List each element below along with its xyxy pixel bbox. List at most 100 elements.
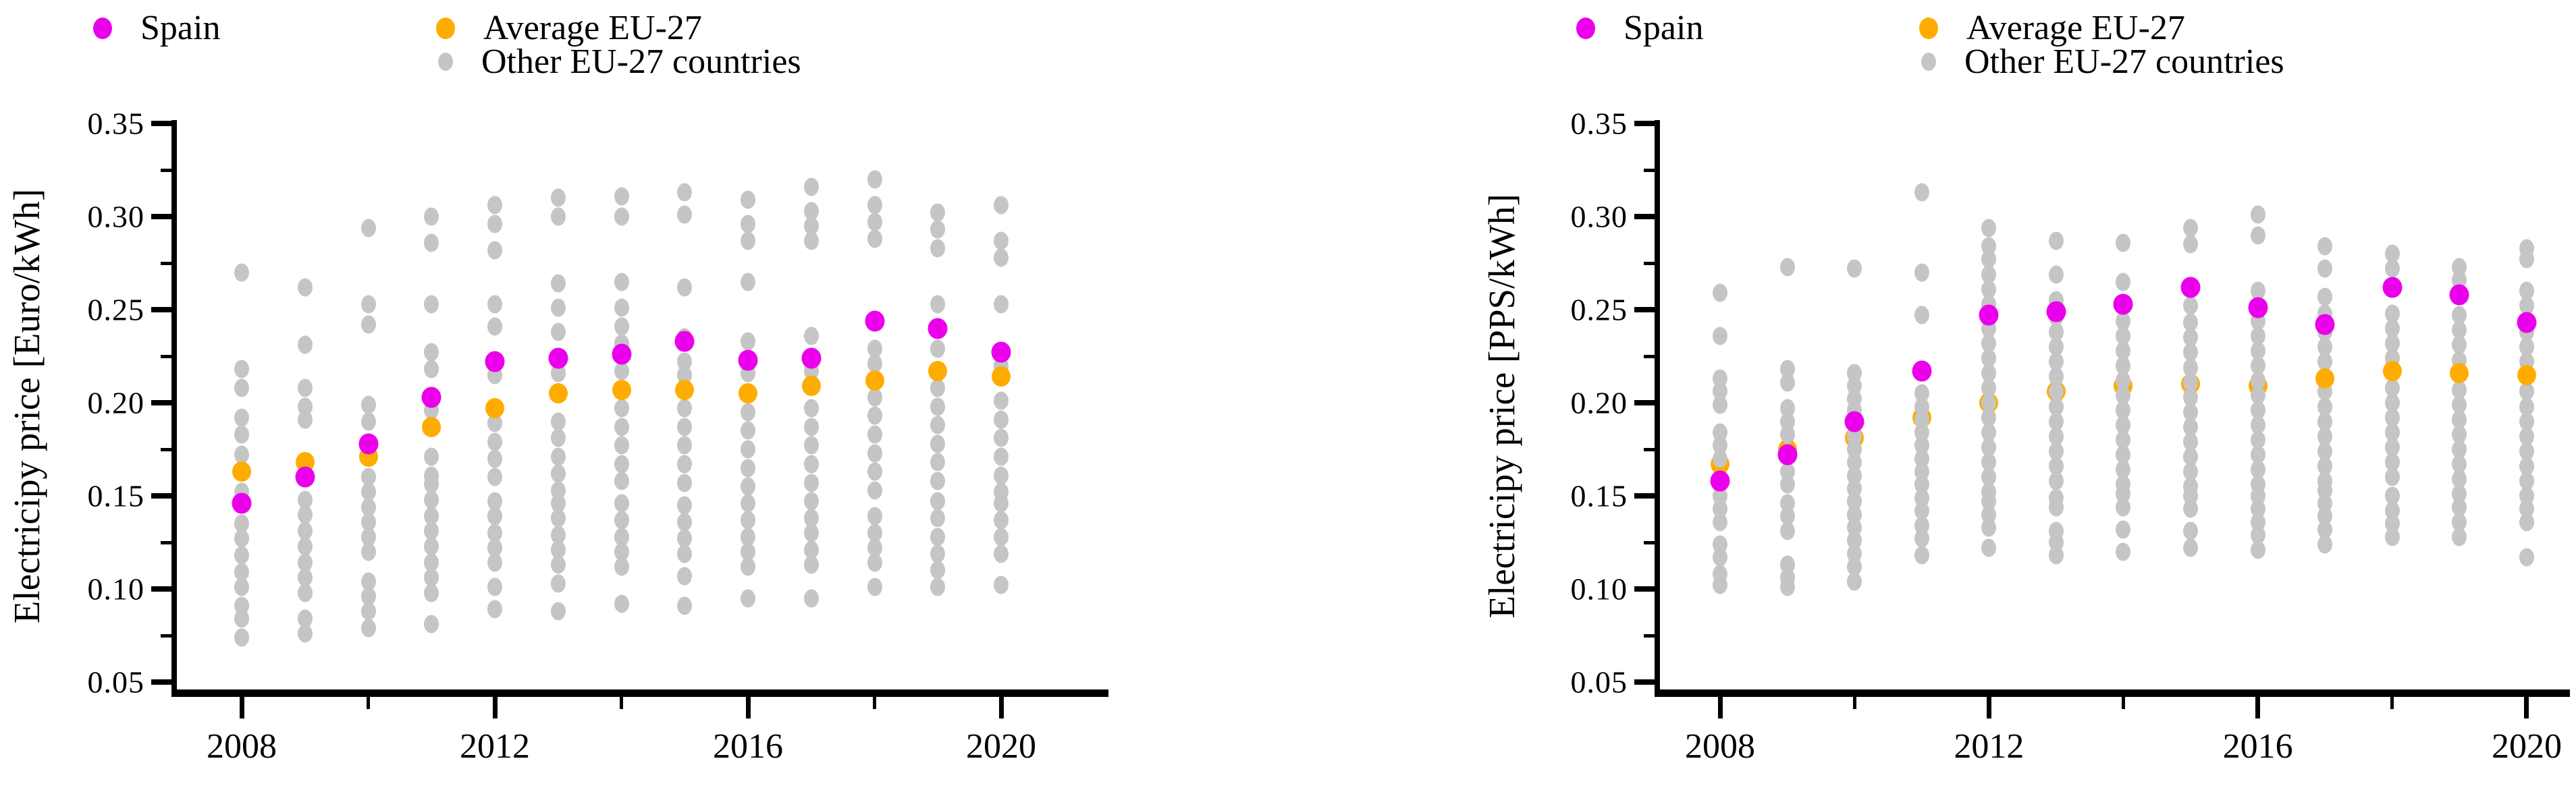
other-country-point xyxy=(234,263,249,282)
other-country-point xyxy=(1779,475,1795,494)
other-country-point xyxy=(424,568,439,587)
spain-point xyxy=(1912,360,1932,382)
other-country-point xyxy=(1779,507,1795,526)
other-country-point xyxy=(930,544,946,563)
other-country-point xyxy=(2452,410,2467,429)
spain-marker-icon xyxy=(1576,17,1595,39)
legend-item-spain: Spain xyxy=(1576,8,1703,48)
other-country-point xyxy=(2250,205,2265,224)
other-country-point xyxy=(550,574,566,593)
other-country-point xyxy=(2519,337,2534,356)
other-country-point xyxy=(677,596,693,615)
other-country-point xyxy=(741,215,755,233)
other-country-point xyxy=(360,468,376,486)
other-country-point xyxy=(550,207,566,226)
other-country-point xyxy=(550,188,566,207)
other-country-point xyxy=(360,602,376,621)
x-minor-tick xyxy=(367,697,370,709)
other-country-point xyxy=(930,528,946,546)
other-country-point xyxy=(2183,432,2199,451)
other-country-point xyxy=(1981,438,1997,457)
other-country-point xyxy=(930,339,946,358)
other-country-point xyxy=(234,360,249,378)
other-country-point xyxy=(741,440,755,459)
other-country-point xyxy=(930,472,946,490)
other-country-point xyxy=(297,584,313,602)
other-country-point xyxy=(234,425,249,444)
average-eu27-point xyxy=(612,379,631,400)
y-major-tick xyxy=(151,214,171,219)
legend-label: Average EU-27 xyxy=(483,9,702,47)
other-country-point xyxy=(741,231,755,250)
other-country-point xyxy=(2250,341,2265,360)
other-country-point xyxy=(2384,486,2400,505)
legend-item-average: Average EU-27 xyxy=(436,8,702,48)
other-country-point xyxy=(297,568,313,587)
other-country-point xyxy=(2116,416,2131,434)
x-major-tick xyxy=(2524,697,2529,718)
other-country-point xyxy=(360,482,376,501)
other-country-point xyxy=(1779,521,1795,540)
other-country-point xyxy=(1981,219,1997,237)
other-country-point xyxy=(741,403,755,422)
other-country-point xyxy=(677,436,693,455)
other-country-point xyxy=(360,295,376,314)
other-country-point xyxy=(360,219,376,237)
other-country-point xyxy=(867,425,882,444)
other-country-point xyxy=(2384,453,2400,472)
other-country-point xyxy=(803,589,819,608)
x-major-tick xyxy=(998,697,1004,718)
other-country-point xyxy=(2250,445,2265,464)
other-country-point xyxy=(2519,382,2534,401)
other-country-point xyxy=(2250,540,2265,559)
y-minor-tick xyxy=(161,169,171,172)
other-country-point xyxy=(2250,526,2265,544)
average-marker-icon xyxy=(1919,17,1938,39)
spain-point xyxy=(2449,284,2469,306)
other-country-point xyxy=(2519,296,2534,315)
other-country-point xyxy=(867,213,882,231)
other-country-point xyxy=(2116,312,2131,331)
other-country-point xyxy=(2048,352,2064,371)
other-country-point xyxy=(2183,499,2199,518)
other-country-point xyxy=(234,577,249,596)
spain-point xyxy=(358,433,378,455)
other-country-point xyxy=(2519,513,2534,532)
legend-label: Spain xyxy=(140,9,221,47)
y-minor-tick xyxy=(1644,541,1655,544)
spain-point xyxy=(738,349,758,371)
other-country-point xyxy=(2116,520,2131,539)
other-country-point xyxy=(234,445,249,464)
other-country-point xyxy=(2183,328,2199,347)
other-country-point xyxy=(2519,397,2534,416)
other-country-point xyxy=(487,507,502,526)
other-country-point xyxy=(2116,327,2131,345)
x-tick-label: 2020 xyxy=(2491,727,2562,766)
other-country-point xyxy=(2048,412,2064,431)
other-country-point xyxy=(867,229,882,248)
other-country-point xyxy=(2116,356,2131,375)
x-major-tick xyxy=(1717,697,1723,718)
y-tick-label: 0.25 xyxy=(1570,292,1628,327)
other-country-point xyxy=(2048,265,2064,284)
y-axis-title: Electricipy price [PPS/kWh] xyxy=(1481,194,1522,619)
x-tick-label: 2012 xyxy=(1954,727,2024,766)
spain-point xyxy=(2315,314,2335,335)
other-country-point xyxy=(2384,423,2400,442)
other-country-point xyxy=(994,410,1009,429)
other-country-point xyxy=(2384,393,2400,412)
y-tick-label: 0.35 xyxy=(87,106,144,141)
other-country-point xyxy=(360,619,376,638)
other-country-point xyxy=(677,418,693,436)
other-country-point xyxy=(1981,250,1997,269)
other-country-point xyxy=(930,397,946,416)
other-country-point xyxy=(994,196,1009,215)
other-country-point xyxy=(994,248,1009,267)
y-major-tick xyxy=(151,493,171,499)
other-country-point xyxy=(1981,453,1997,472)
other-country-point xyxy=(550,364,566,383)
other-country-point xyxy=(867,444,882,463)
average-eu27-point xyxy=(2450,362,2469,383)
spain-point xyxy=(612,343,631,365)
other-country-point xyxy=(1981,364,1997,383)
